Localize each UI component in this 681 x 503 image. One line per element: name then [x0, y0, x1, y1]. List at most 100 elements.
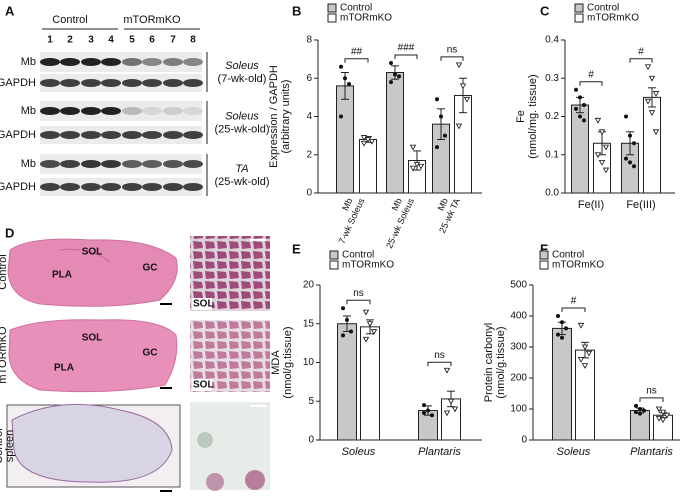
legend-label: Control [342, 250, 374, 261]
data-point [417, 163, 425, 170]
data-point [581, 344, 589, 351]
y-tick-label: 500 [510, 280, 527, 291]
bar [337, 323, 357, 441]
data-point [439, 114, 443, 119]
blot-band [60, 131, 80, 139]
y-axis-label: MDA [270, 350, 282, 375]
y-tick-label: 300 [510, 342, 527, 353]
data-point [581, 363, 589, 369]
row-label: GAPDH [0, 129, 36, 141]
bar [386, 72, 404, 194]
y-axis-label: (nmol/g.tissue) [495, 326, 507, 398]
age-label: (7-wk-old) [218, 73, 267, 85]
significance-bracket [639, 397, 664, 402]
data-point [648, 75, 656, 82]
y-tick-label: 0 [521, 435, 527, 446]
data-point [343, 76, 347, 81]
y-axis-label: Fe [515, 110, 527, 123]
label-bg [192, 379, 212, 391]
data-point [360, 140, 368, 147]
data-point [447, 398, 455, 405]
significance-label: # [638, 46, 644, 57]
x-tick-label: Soleus [557, 446, 591, 458]
legend-label: mTORmKO [587, 13, 639, 24]
data-point [594, 152, 602, 159]
x-tick-label: Mb [340, 197, 354, 213]
blot-band [40, 160, 60, 168]
blot-band [60, 183, 80, 191]
lane-number: 5 [129, 35, 135, 46]
zoom-label: SOL [193, 299, 214, 310]
blot-band [60, 107, 80, 115]
bar [336, 85, 354, 194]
y-tick-label: 0.0 [545, 188, 559, 199]
row-label: GAPDH [0, 181, 36, 193]
bar [552, 327, 572, 441]
data-point [341, 333, 345, 338]
y-tick-label: 0.1 [545, 149, 559, 160]
blot-band [142, 183, 162, 191]
data-point [582, 118, 586, 123]
tissue-label: Soleus [225, 110, 259, 122]
y-tick-label: 200 [510, 373, 527, 384]
y-tick-label: 5 [308, 396, 314, 407]
significance-bracket [394, 54, 418, 59]
significance-label: # [588, 69, 594, 80]
blot-band [60, 79, 80, 87]
data-point [347, 81, 351, 86]
blot-band [40, 131, 60, 139]
blot-band [122, 183, 142, 191]
data-point [652, 129, 660, 136]
label-bg [192, 298, 212, 310]
group-label: mTORmKO [123, 14, 181, 26]
bar [360, 326, 380, 441]
blot-band [101, 58, 121, 66]
significance-label: ## [351, 46, 363, 57]
data-point [655, 406, 663, 413]
data-point [443, 367, 451, 374]
x-tick-label: Mb [390, 197, 404, 213]
data-point [659, 409, 667, 416]
blot-images [40, 52, 203, 196]
data-point [648, 110, 656, 116]
blot-band [122, 79, 142, 87]
y-tick-label: 20 [303, 280, 315, 291]
blot-band [183, 131, 203, 139]
data-point [564, 326, 568, 331]
blot-band [122, 107, 142, 115]
data-point [393, 72, 397, 77]
zoom-label: SOL [193, 380, 214, 391]
data-point [455, 62, 463, 69]
blot-band [142, 58, 162, 66]
significance-label: ns [646, 386, 657, 397]
significance-bracket [344, 58, 369, 63]
data-point [628, 133, 632, 138]
legend-label: mTORmKO [552, 260, 604, 271]
significance-bracket [579, 81, 603, 86]
row-label: GAPDH [0, 77, 36, 89]
lane-number: 6 [149, 35, 155, 46]
blot-band [81, 79, 101, 87]
blot-band [60, 58, 80, 66]
data-point [644, 98, 652, 105]
blot-band [101, 107, 121, 115]
y-axis-label: (nmol/g.tissue) [282, 326, 294, 398]
x-tick-label: Fe(III) [626, 199, 655, 211]
blot-band [101, 183, 121, 191]
y-tick-label: 6 [306, 73, 312, 84]
data-point [578, 95, 582, 100]
data-point [634, 410, 638, 415]
group-label: Control [52, 14, 87, 26]
blot-band [81, 107, 101, 115]
y-tick-label: 0 [308, 435, 314, 446]
data-point [602, 167, 610, 174]
data-point [409, 144, 417, 151]
panel-letter: D [5, 225, 14, 240]
data-point [655, 415, 663, 422]
y-tick-label: 400 [510, 311, 527, 322]
data-point [341, 306, 345, 311]
data-point [422, 410, 426, 415]
blot-band [183, 79, 203, 87]
data-point [397, 74, 401, 79]
